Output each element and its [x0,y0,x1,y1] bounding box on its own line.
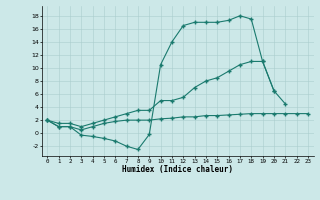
X-axis label: Humidex (Indice chaleur): Humidex (Indice chaleur) [122,165,233,174]
